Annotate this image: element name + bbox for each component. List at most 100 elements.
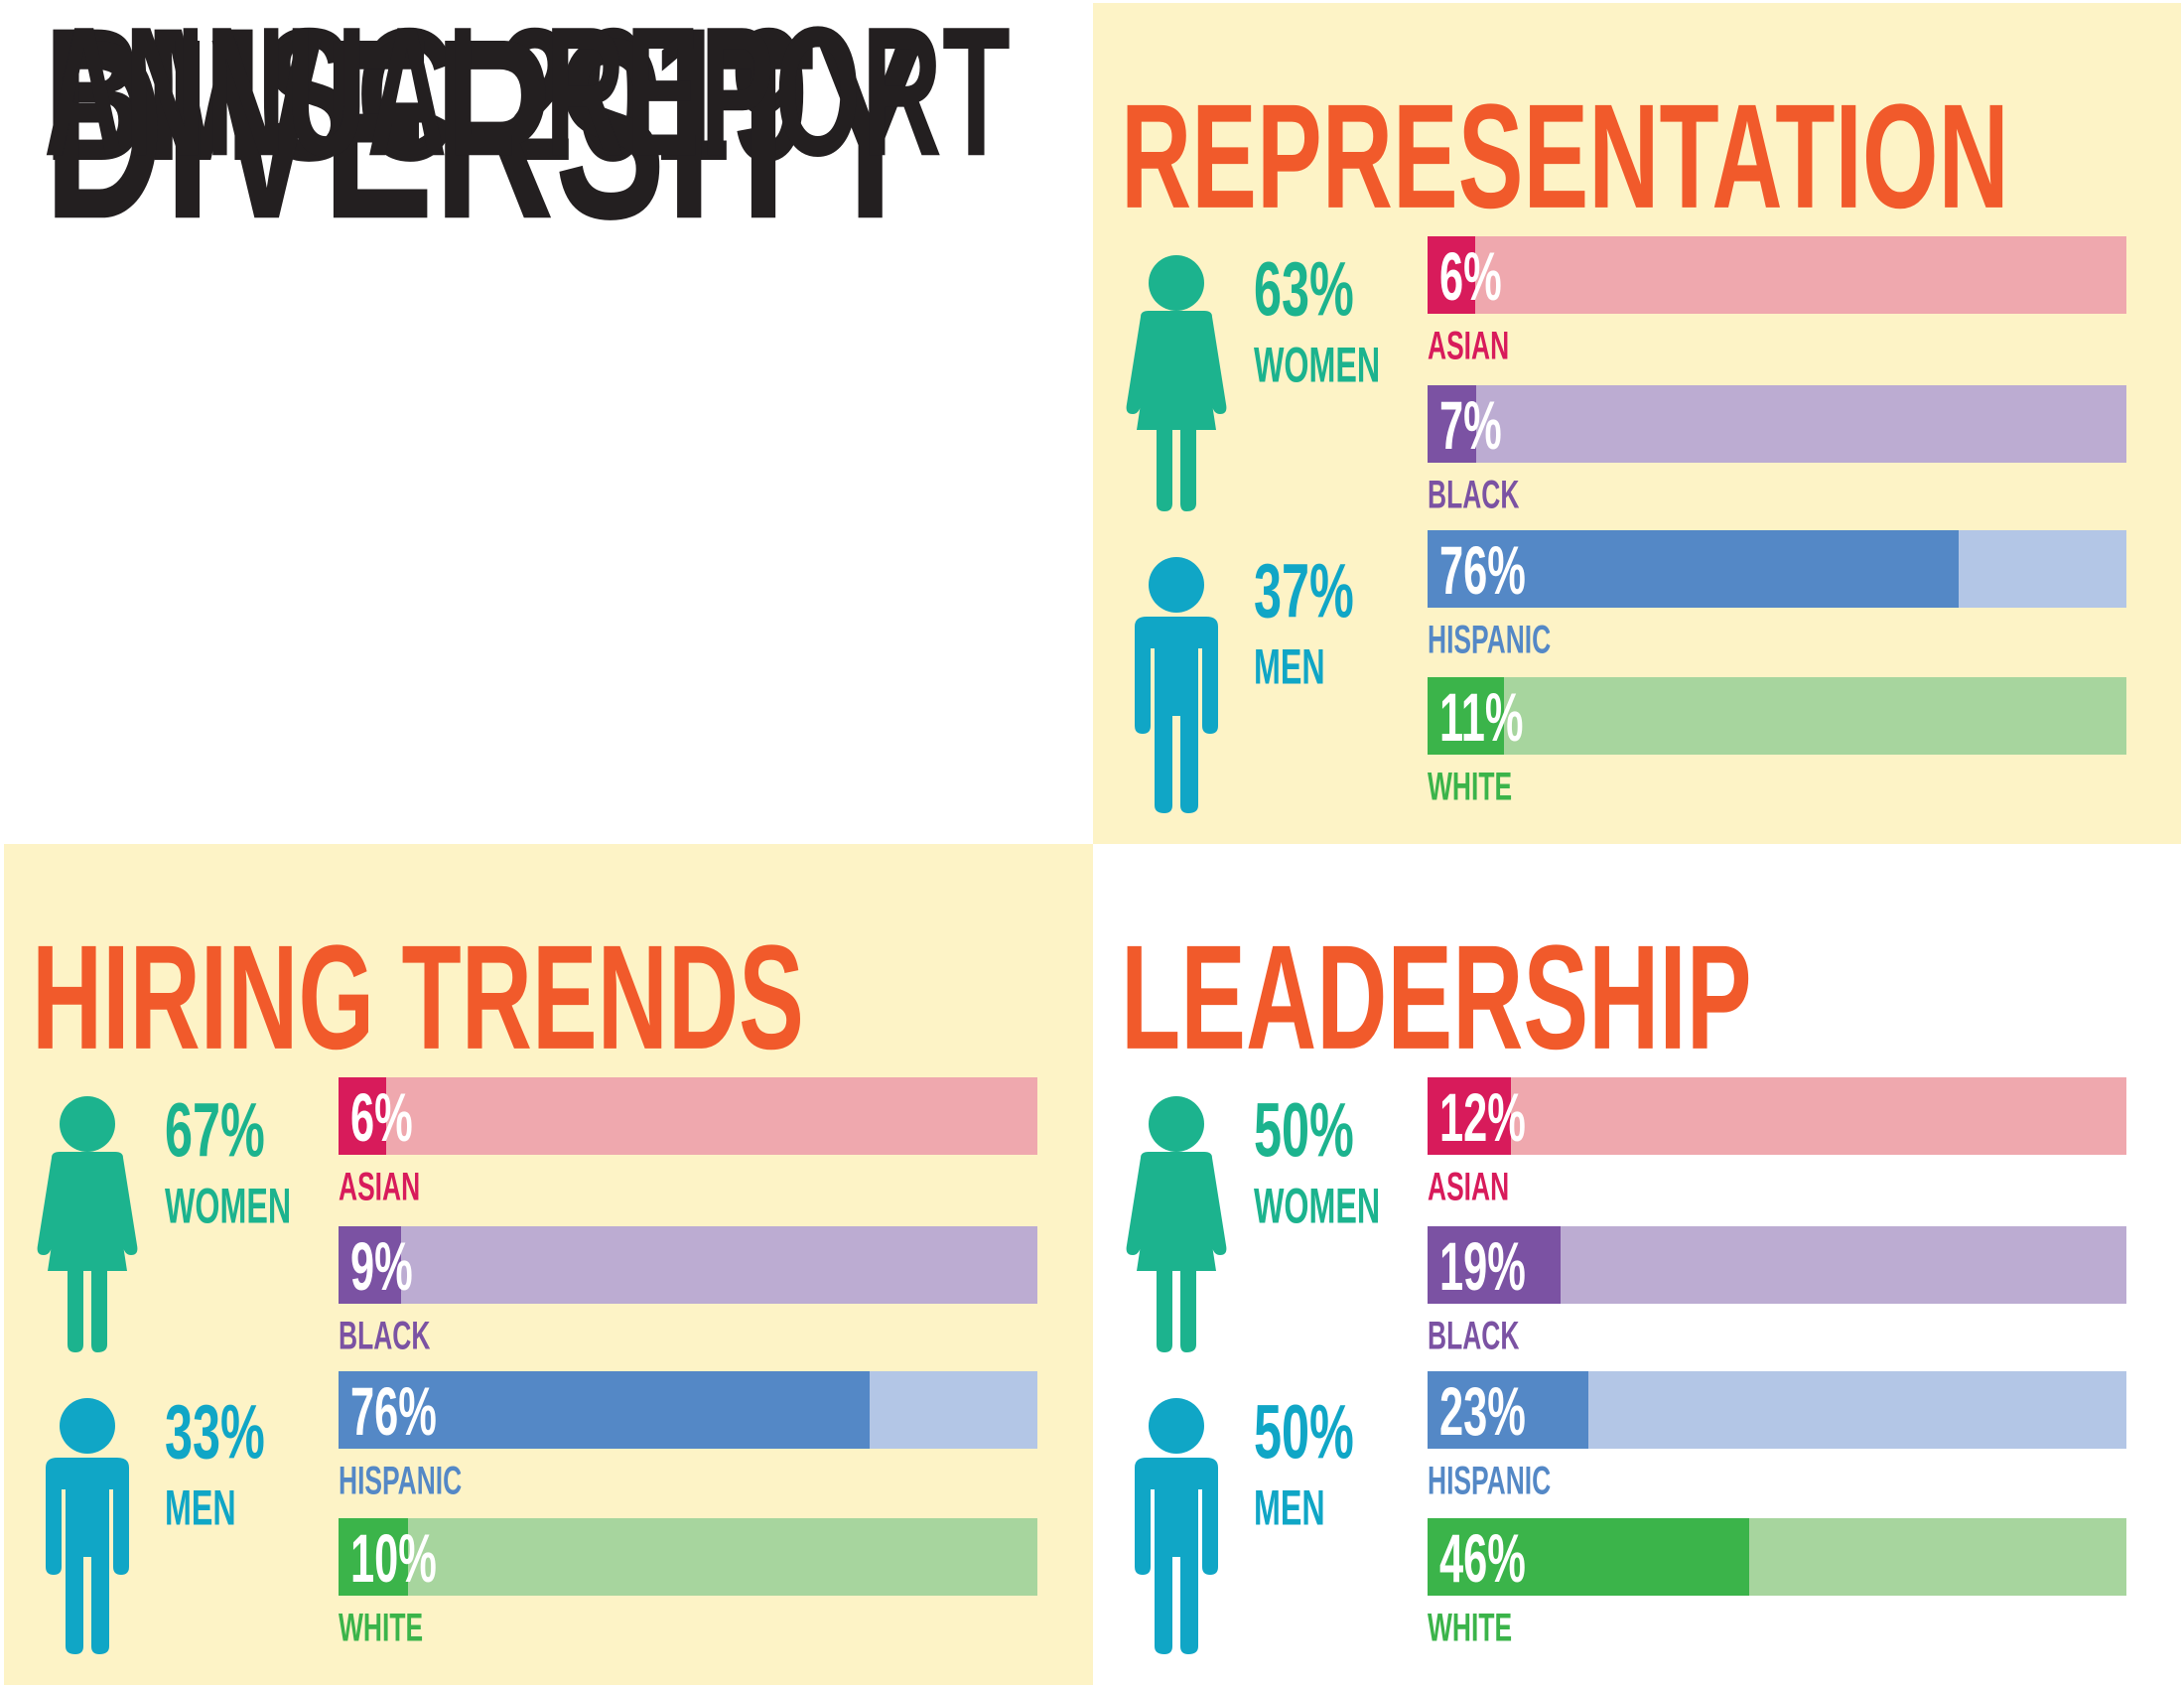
person-icon xyxy=(161,1597,185,1652)
person-icon xyxy=(1359,696,1383,752)
bar-fill-asian xyxy=(1428,1077,1512,1155)
bar-label-hispanic: HISPANIC xyxy=(339,1459,463,1503)
person-icon xyxy=(243,1537,267,1593)
women-icon-grid xyxy=(1250,394,1389,511)
person-icon xyxy=(1359,1295,1383,1350)
representation-heading: REPRESENTATION xyxy=(1121,73,2009,240)
bar-hispanic: 23% xyxy=(1428,1371,2126,1449)
person-icon xyxy=(189,1235,212,1291)
bar-value-asian: 6% xyxy=(1439,238,1502,315)
person-icon xyxy=(1250,1235,1274,1291)
bar-value-white: 46% xyxy=(1439,1520,1526,1597)
bar-fill-hispanic xyxy=(1428,1371,1588,1449)
bar-fill-white xyxy=(339,1518,409,1596)
person-icon xyxy=(1359,394,1383,450)
person-icon xyxy=(1332,1235,1356,1291)
bar-fill-white xyxy=(1428,1518,1749,1596)
bar-hispanic: 76% xyxy=(1428,530,2126,608)
person-icon xyxy=(1359,454,1383,509)
women-percentage: 63% xyxy=(1254,246,1354,332)
person-icon xyxy=(1332,454,1356,509)
bar-white: 11% xyxy=(1428,677,2126,755)
bar-label-asian: ASIAN xyxy=(1428,324,1510,368)
person-icon xyxy=(1250,756,1274,811)
bar-value-hispanic: 23% xyxy=(1439,1373,1526,1450)
women-label: WOMEN xyxy=(165,1179,292,1234)
bar-value-black: 7% xyxy=(1439,387,1502,464)
bar-label-asian: ASIAN xyxy=(1428,1165,1510,1209)
bar-fill-white xyxy=(1428,677,1505,755)
bar-label-white: WHITE xyxy=(339,1606,424,1650)
person-icon xyxy=(161,1537,185,1593)
bar-value-white: 10% xyxy=(350,1520,437,1597)
person-icon xyxy=(1332,394,1356,450)
bar-fill-asian xyxy=(339,1077,386,1155)
bar-label-hispanic: HISPANIC xyxy=(1428,618,1552,662)
men-percentage: 37% xyxy=(1254,548,1354,633)
woman-figure-icon xyxy=(1119,255,1234,511)
bar-fill-hispanic xyxy=(1428,530,1960,608)
person-icon xyxy=(270,1597,294,1652)
men-percentage: 33% xyxy=(165,1389,265,1475)
bar-asian: 6% xyxy=(339,1077,1037,1155)
person-icon xyxy=(1250,1295,1274,1350)
person-icon xyxy=(1304,1537,1328,1593)
bar-value-hispanic: 76% xyxy=(1439,532,1526,609)
person-icon xyxy=(1359,756,1383,811)
person-icon xyxy=(1250,1537,1274,1593)
woman-figure-icon xyxy=(30,1096,145,1352)
person-icon xyxy=(1278,1295,1301,1350)
bar-asian: 12% xyxy=(1428,1077,2126,1155)
person-icon xyxy=(1304,1235,1328,1291)
person-icon xyxy=(215,1597,239,1652)
person-icon xyxy=(1278,696,1301,752)
title-line-2: DIVERSITY xyxy=(44,0,926,273)
bar-fill-asian xyxy=(1428,236,1475,314)
bar-black: 7% xyxy=(1428,385,2126,463)
person-icon xyxy=(1304,756,1328,811)
women-percentage: 67% xyxy=(165,1087,265,1173)
person-icon xyxy=(1278,1597,1301,1652)
men-icon-grid xyxy=(161,1537,300,1654)
bar-fill-black xyxy=(1428,385,1477,463)
bar-label-asian: ASIAN xyxy=(339,1165,421,1209)
bar-black: 9% xyxy=(339,1226,1037,1304)
person-icon xyxy=(1304,696,1328,752)
bar-fill-black xyxy=(1428,1226,1561,1304)
person-icon xyxy=(1332,756,1356,811)
bar-value-black: 19% xyxy=(1439,1228,1526,1305)
men-label: MEN xyxy=(1254,639,1325,695)
bar-label-white: WHITE xyxy=(1428,1606,1513,1650)
women-icon-grid xyxy=(1250,1235,1389,1352)
leadership-heading: LEADERSHIP xyxy=(1121,914,1752,1081)
person-icon xyxy=(1359,1597,1383,1652)
bar-white: 46% xyxy=(1428,1518,2126,1596)
bar-label-black: BLACK xyxy=(339,1314,431,1358)
person-icon xyxy=(215,1537,239,1593)
person-icon xyxy=(1332,1537,1356,1593)
bar-value-hispanic: 76% xyxy=(350,1373,437,1450)
bar-fill-hispanic xyxy=(339,1371,871,1449)
bar-value-black: 9% xyxy=(350,1228,413,1305)
women-label: WOMEN xyxy=(1254,1179,1381,1234)
person-icon xyxy=(270,1295,294,1350)
man-figure-icon xyxy=(1119,557,1234,813)
person-icon xyxy=(243,1597,267,1652)
men-icon-grid xyxy=(1250,1537,1389,1654)
person-icon xyxy=(1250,696,1274,752)
person-icon xyxy=(1332,1295,1356,1350)
person-icon xyxy=(243,1235,267,1291)
person-icon xyxy=(1332,696,1356,752)
woman-figure-icon xyxy=(1119,1096,1234,1352)
women-icon-grid xyxy=(161,1235,300,1352)
person-icon xyxy=(1359,1235,1383,1291)
person-icon xyxy=(1278,756,1301,811)
person-icon xyxy=(161,1295,185,1350)
person-icon xyxy=(189,1537,212,1593)
bar-label-white: WHITE xyxy=(1428,765,1513,809)
person-icon xyxy=(243,1295,267,1350)
men-label: MEN xyxy=(165,1480,236,1536)
person-icon xyxy=(1250,1597,1274,1652)
women-percentage: 50% xyxy=(1254,1087,1354,1173)
title-line-3: ANNUAL REPORT xyxy=(44,0,1011,196)
